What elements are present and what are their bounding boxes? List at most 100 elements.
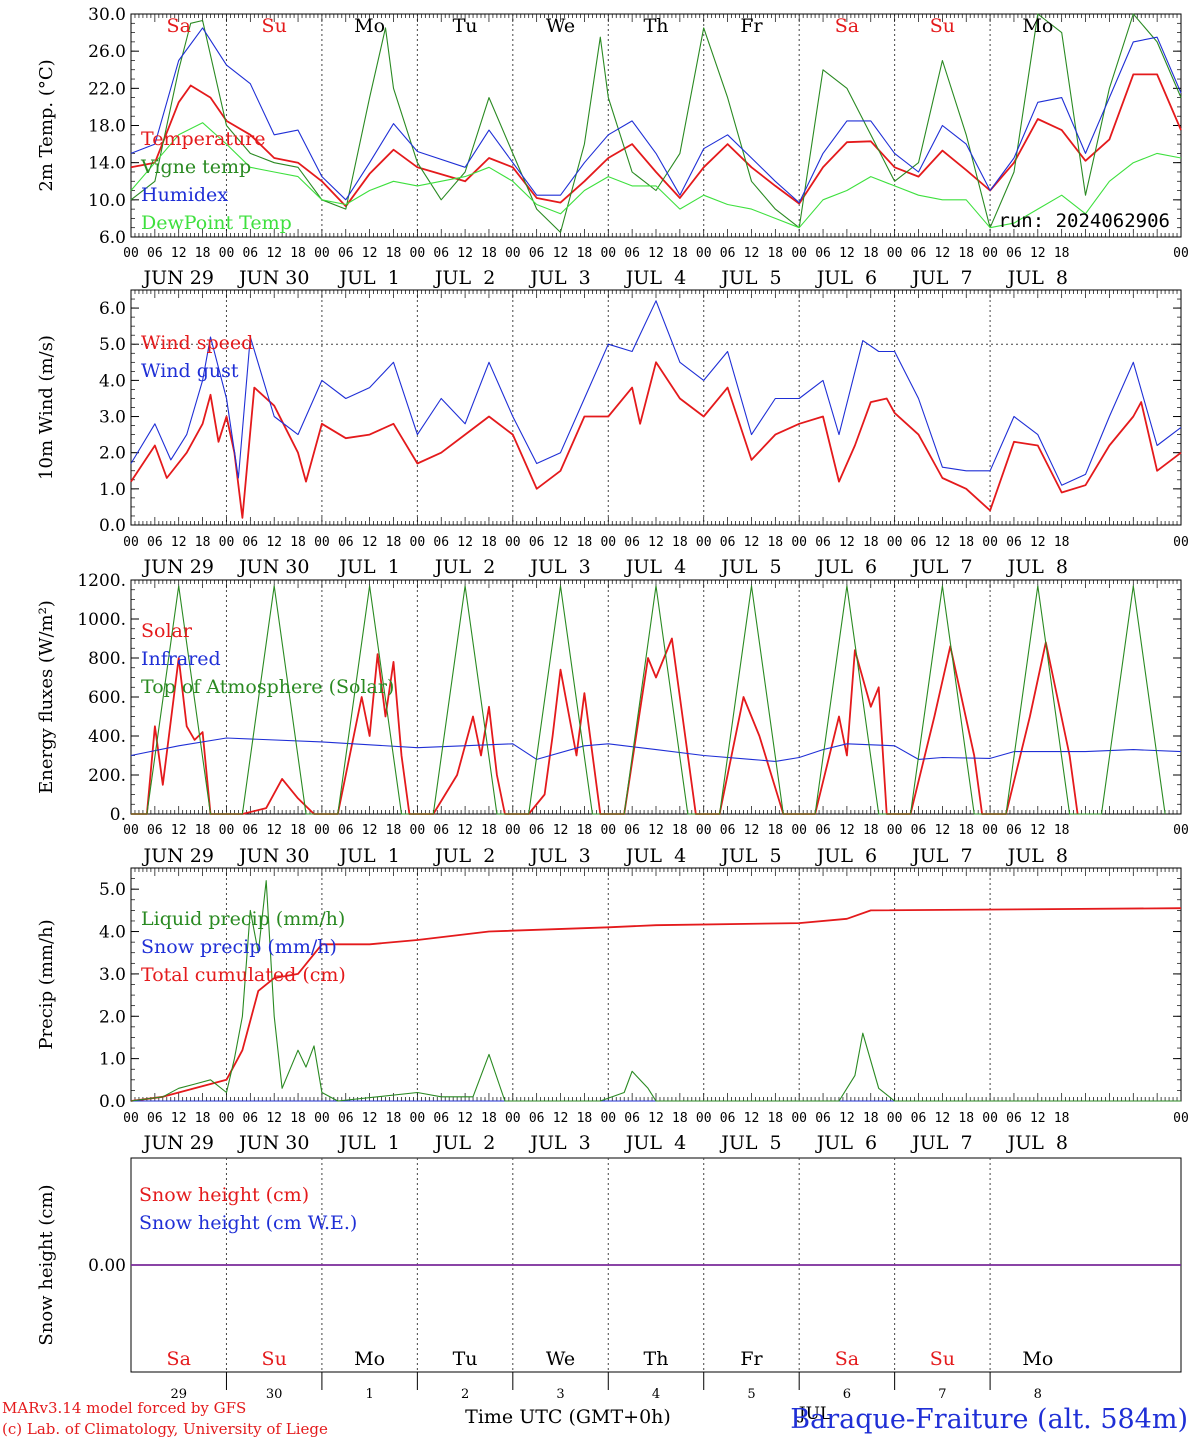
day-number-label: 29 [170,1387,187,1402]
series-line-top-of-atmosphere-solar- [131,585,1166,815]
hour-tick-label: 12 [648,246,664,261]
weekday-label-bottom: Mo [354,1348,385,1370]
hour-tick-label: 12 [457,535,473,550]
hour-tick-label: 18 [958,246,974,261]
weekday-label-bottom: Su [262,1348,287,1370]
y-tick-label: 2.0 [99,1007,126,1027]
hour-tick-label: 12 [266,535,282,550]
series-line-vigne-temp [130,13,1182,233]
date-label: JUL 7 [910,845,972,867]
y-tick-label: 6.0 [99,228,126,248]
hour-tick-label: 12 [648,823,664,838]
hour-tick-label: 18 [958,1111,974,1126]
hour-tick-label: 12 [744,535,760,550]
y-tick-label: 4.0 [99,371,126,391]
y-axis-label: Snow height (cm) [36,1184,57,1345]
hour-tick-label: 06 [433,823,449,838]
y-tick-label: 18.0 [88,117,126,137]
hour-tick-label: 12 [553,823,569,838]
run-label: run: 2024062906 [998,210,1170,232]
date-label: JUL 5 [719,845,781,867]
date-label: JUL 3 [528,267,590,289]
y-tick-label: 0.0 [99,1092,126,1112]
hour-tick-label: 18 [672,823,688,838]
hour-tick-label: 12 [935,823,951,838]
lab-credit: (c) Lab. of Climatology, University of L… [2,1420,328,1438]
y-tick-label: 1200. [77,571,126,591]
y-tick-label: 1000. [77,610,126,630]
hour-tick-label: 00 [887,1111,903,1126]
hour-tick-label: 18 [958,823,974,838]
hour-tick-label: 12 [839,246,855,261]
hour-tick-label: 06 [624,535,640,550]
day-number-label: 5 [747,1387,755,1402]
legend-entry: Wind speed [141,332,253,354]
hour-tick-label: 12 [171,823,187,838]
hour-tick-label: 06 [911,1111,927,1126]
date-overlap-text: JUL [797,1404,831,1424]
date-label: JUL 5 [719,267,781,289]
hour-tick-label: 12 [839,823,855,838]
hour-tick-label: 00 [600,823,616,838]
date-label: JUL 3 [528,556,590,578]
hour-tick-label: 00 [219,1111,235,1126]
hour-tick-label: 00 [219,823,235,838]
y-axis-label: Energy fluxes (W/m²) [36,600,57,794]
hour-tick-label: 06 [242,1111,258,1126]
hour-tick-label: 12 [362,246,378,261]
hour-tick-label: 12 [935,535,951,550]
hour-tick-label: 00 [505,823,521,838]
y-tick-label: 30.0 [88,5,126,25]
hour-tick-label: 00 [887,823,903,838]
y-axis-label: 2m Temp. (°C) [36,59,57,191]
hour-tick-label: 00 [982,246,998,261]
weekday-label-bottom: Mo [1022,1348,1053,1370]
hour-tick-label: 18 [386,535,402,550]
y-axis-label: 10m Wind (m/s) [36,335,57,480]
hour-tick-label: 18 [290,823,306,838]
weekday-label-bottom: Fr [740,1348,763,1370]
hour-tick-label: 12 [1030,246,1046,261]
legend-entry: Liquid precip (mm/h) [141,908,345,930]
series-line-wind-speed [130,361,1182,519]
y-tick-label: 5.0 [99,335,126,355]
hour-tick-label: 00 [982,1111,998,1126]
hour-tick-label: 00 [1173,823,1189,838]
date-label: JUN 30 [237,556,309,578]
hour-tick-label: 00 [219,246,235,261]
hour-tick-label: 00 [314,1111,330,1126]
series-line-temperature [130,73,1182,208]
y-tick-label: 400. [88,727,126,747]
hour-tick-label: 00 [123,535,139,550]
y-tick-label: 200. [88,766,126,786]
weekday-label-top: Sa [167,15,191,37]
hour-tick-label: 12 [935,1111,951,1126]
weekday-label-bottom: Tu [453,1348,478,1370]
hour-tick-label: 00 [600,246,616,261]
y-tick-label: 4.0 [99,923,126,943]
day-number-label: 7 [938,1387,946,1402]
y-axis-label: Precip (mm/h) [36,919,57,1049]
y-tick-label: 1.0 [99,1050,126,1070]
hour-tick-label: 18 [863,246,879,261]
date-label: JUL 4 [624,556,686,578]
hour-tick-label: 18 [767,535,783,550]
hour-tick-label: 06 [1006,823,1022,838]
hour-tick-label: 06 [433,246,449,261]
hour-tick-label: 06 [338,535,354,550]
hour-tick-label: 06 [147,535,163,550]
hour-tick-label: 06 [720,1111,736,1126]
y-tick-label: 5.0 [99,880,126,900]
panel-1: 6.0 10.0 14.0 18.0 22.0 26.0 30.0 2m Temp. (°C)… [36,5,1189,289]
hour-tick-label: 18 [577,1111,593,1126]
hour-tick-label: 12 [648,1111,664,1126]
day-number-label: 4 [652,1387,660,1402]
date-label: JUL 4 [624,1132,686,1154]
hour-tick-label: 06 [720,535,736,550]
y-tick-label: 0.00 [88,1256,126,1276]
hour-tick-label: 12 [553,1111,569,1126]
hour-tick-label: 00 [791,535,807,550]
y-tick-label: 0.0 [99,516,126,536]
hour-tick-label: 00 [696,535,712,550]
date-label: JUN 29 [141,556,213,578]
